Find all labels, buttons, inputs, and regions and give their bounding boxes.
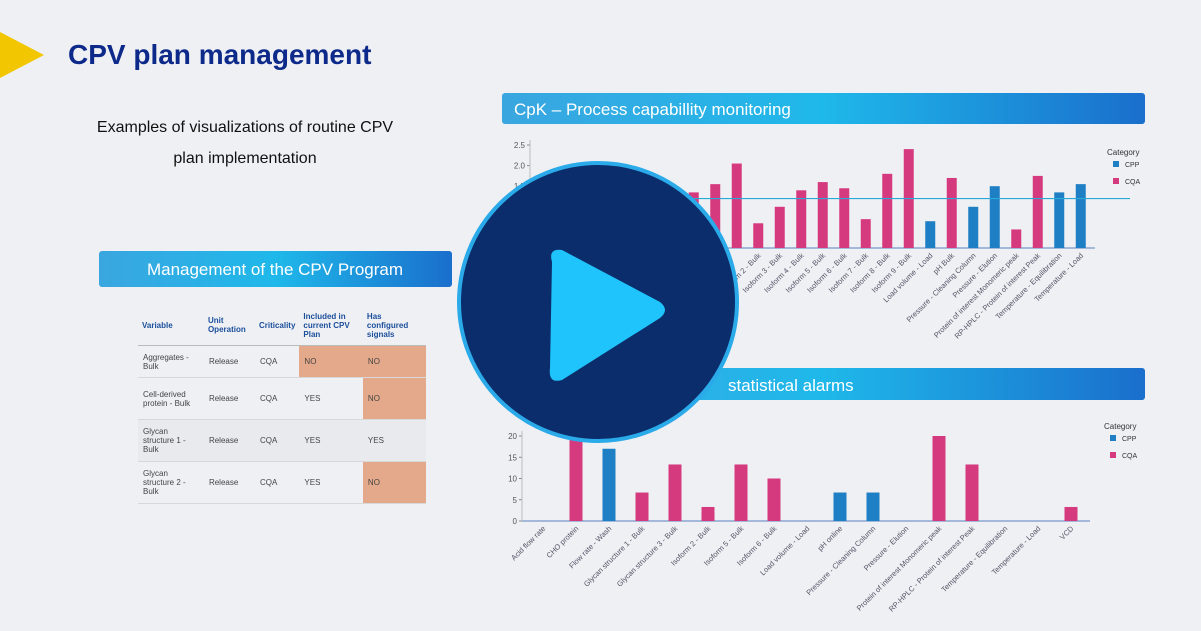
x-tick-label: Glycan structure 3 - Bulk <box>615 524 680 589</box>
legend-label: CPP <box>1122 436 1137 443</box>
table-cell: Release <box>203 345 255 378</box>
y-tick-label: 10 <box>508 475 517 484</box>
y-tick-label: 5 <box>513 496 518 505</box>
x-tick-label: pH online <box>816 524 845 553</box>
table-cell: CQA <box>254 419 300 462</box>
y-tick-label: 15 <box>508 453 517 462</box>
bar <box>1054 192 1065 248</box>
table-cell: NO <box>362 377 426 420</box>
slide-title: CPV plan management <box>68 39 371 70</box>
bar <box>731 163 742 248</box>
bar <box>925 221 936 248</box>
table-cell: NO <box>299 345 363 378</box>
bar <box>1032 175 1043 248</box>
bar <box>635 492 649 521</box>
bar <box>860 219 871 248</box>
table-cell: Release <box>203 419 255 462</box>
bar <box>817 182 828 248</box>
cpv-table: Variable Unit Operation Criticality Include… <box>138 305 426 504</box>
table-row: Aggregates - Bulk Release CQA NO NO <box>138 345 426 378</box>
bar <box>796 190 807 248</box>
bar <box>668 464 682 521</box>
legend-swatch <box>1113 178 1119 184</box>
legend-label: CQA <box>1122 453 1138 460</box>
bar <box>1075 184 1086 248</box>
table-title: Management of the CPV Program <box>147 260 403 279</box>
x-tick-label: VCD <box>1058 524 1076 542</box>
bar <box>1011 229 1022 248</box>
bar <box>946 177 957 248</box>
bar <box>774 206 785 248</box>
column-header[interactable]: Criticality <box>254 305 300 346</box>
legend-swatch <box>1113 161 1119 167</box>
bar <box>767 478 781 521</box>
cpk-header-bar <box>502 93 1145 124</box>
bar <box>710 184 721 248</box>
table-cell: Cell-derived protein - Bulk <box>138 377 204 420</box>
bar <box>866 492 880 521</box>
bar <box>968 206 979 248</box>
bar <box>753 223 764 248</box>
column-header[interactable]: Unit Operation <box>203 305 255 346</box>
bar <box>833 492 847 521</box>
table-cell: YES <box>299 377 363 420</box>
table-cell: CQA <box>254 377 300 420</box>
bar <box>989 186 1000 248</box>
legend-label: CPP <box>1125 162 1140 169</box>
bar <box>569 423 583 521</box>
x-tick-label: Acid flow rate <box>509 524 547 562</box>
legend-title: Category <box>1107 148 1139 157</box>
legend-title: Category <box>1104 422 1136 431</box>
legend-swatch <box>1110 452 1116 458</box>
bar <box>1064 506 1078 521</box>
table-cell: Release <box>203 377 255 420</box>
bar <box>602 448 616 521</box>
y-tick-label: 0 <box>513 517 518 526</box>
legend-swatch <box>1110 435 1116 441</box>
bar <box>932 436 946 521</box>
table-row: Cell-derived protein - Bulk Release CQA YES… <box>138 377 426 420</box>
bar <box>701 506 715 521</box>
table-row: Glycan structure 2 - Bulk Release CQA YES NO <box>138 461 426 504</box>
table-row: Glycan structure 1 - Bulk Release CQA YES YE… <box>138 419 426 462</box>
y-tick-label: 20 <box>508 432 517 441</box>
table-cell: CQA <box>254 345 300 378</box>
table-cell: YES <box>362 419 426 462</box>
x-tick-label: Glycan structure 1 - Bulk <box>582 524 647 589</box>
play-icon[interactable] <box>549 249 665 381</box>
table-cell: Aggregates - Bulk <box>138 345 204 378</box>
table-cell: CQA <box>254 461 300 504</box>
accent-triangle <box>0 32 44 78</box>
table-cell: YES <box>299 419 363 462</box>
bar <box>839 188 850 248</box>
table-cell: Glycan structure 2 - Bulk <box>138 461 204 504</box>
column-header[interactable]: Included in current CPV Plan <box>299 305 363 346</box>
x-tick-label: Temperature - Equilibration <box>939 524 1009 594</box>
column-header[interactable]: Variable <box>138 305 204 346</box>
table-cell: YES <box>299 461 363 504</box>
legend-label: CQA <box>1125 179 1141 186</box>
alarms-title: statistical alarms <box>728 376 854 395</box>
cpk-title: CpK – Process capabillity monitoring <box>514 100 791 119</box>
table-cell: NO <box>362 461 426 504</box>
table-cell: NO <box>362 345 426 378</box>
x-tick-label: CHO protein <box>545 524 581 560</box>
intro-text: Examples of visualizations of routine CP… <box>96 119 394 167</box>
column-header[interactable]: Has configured signals <box>362 305 426 346</box>
play-button[interactable] <box>457 161 739 443</box>
y-tick-label: 2.5 <box>514 141 526 150</box>
y-tick-label: 2.0 <box>514 162 526 171</box>
table-cell: Glycan structure 1 - Bulk <box>138 419 204 462</box>
bar <box>965 464 979 521</box>
bar <box>734 464 748 521</box>
table-cell: Release <box>203 461 255 504</box>
table-header-bar <box>99 251 452 287</box>
bar <box>882 173 893 248</box>
